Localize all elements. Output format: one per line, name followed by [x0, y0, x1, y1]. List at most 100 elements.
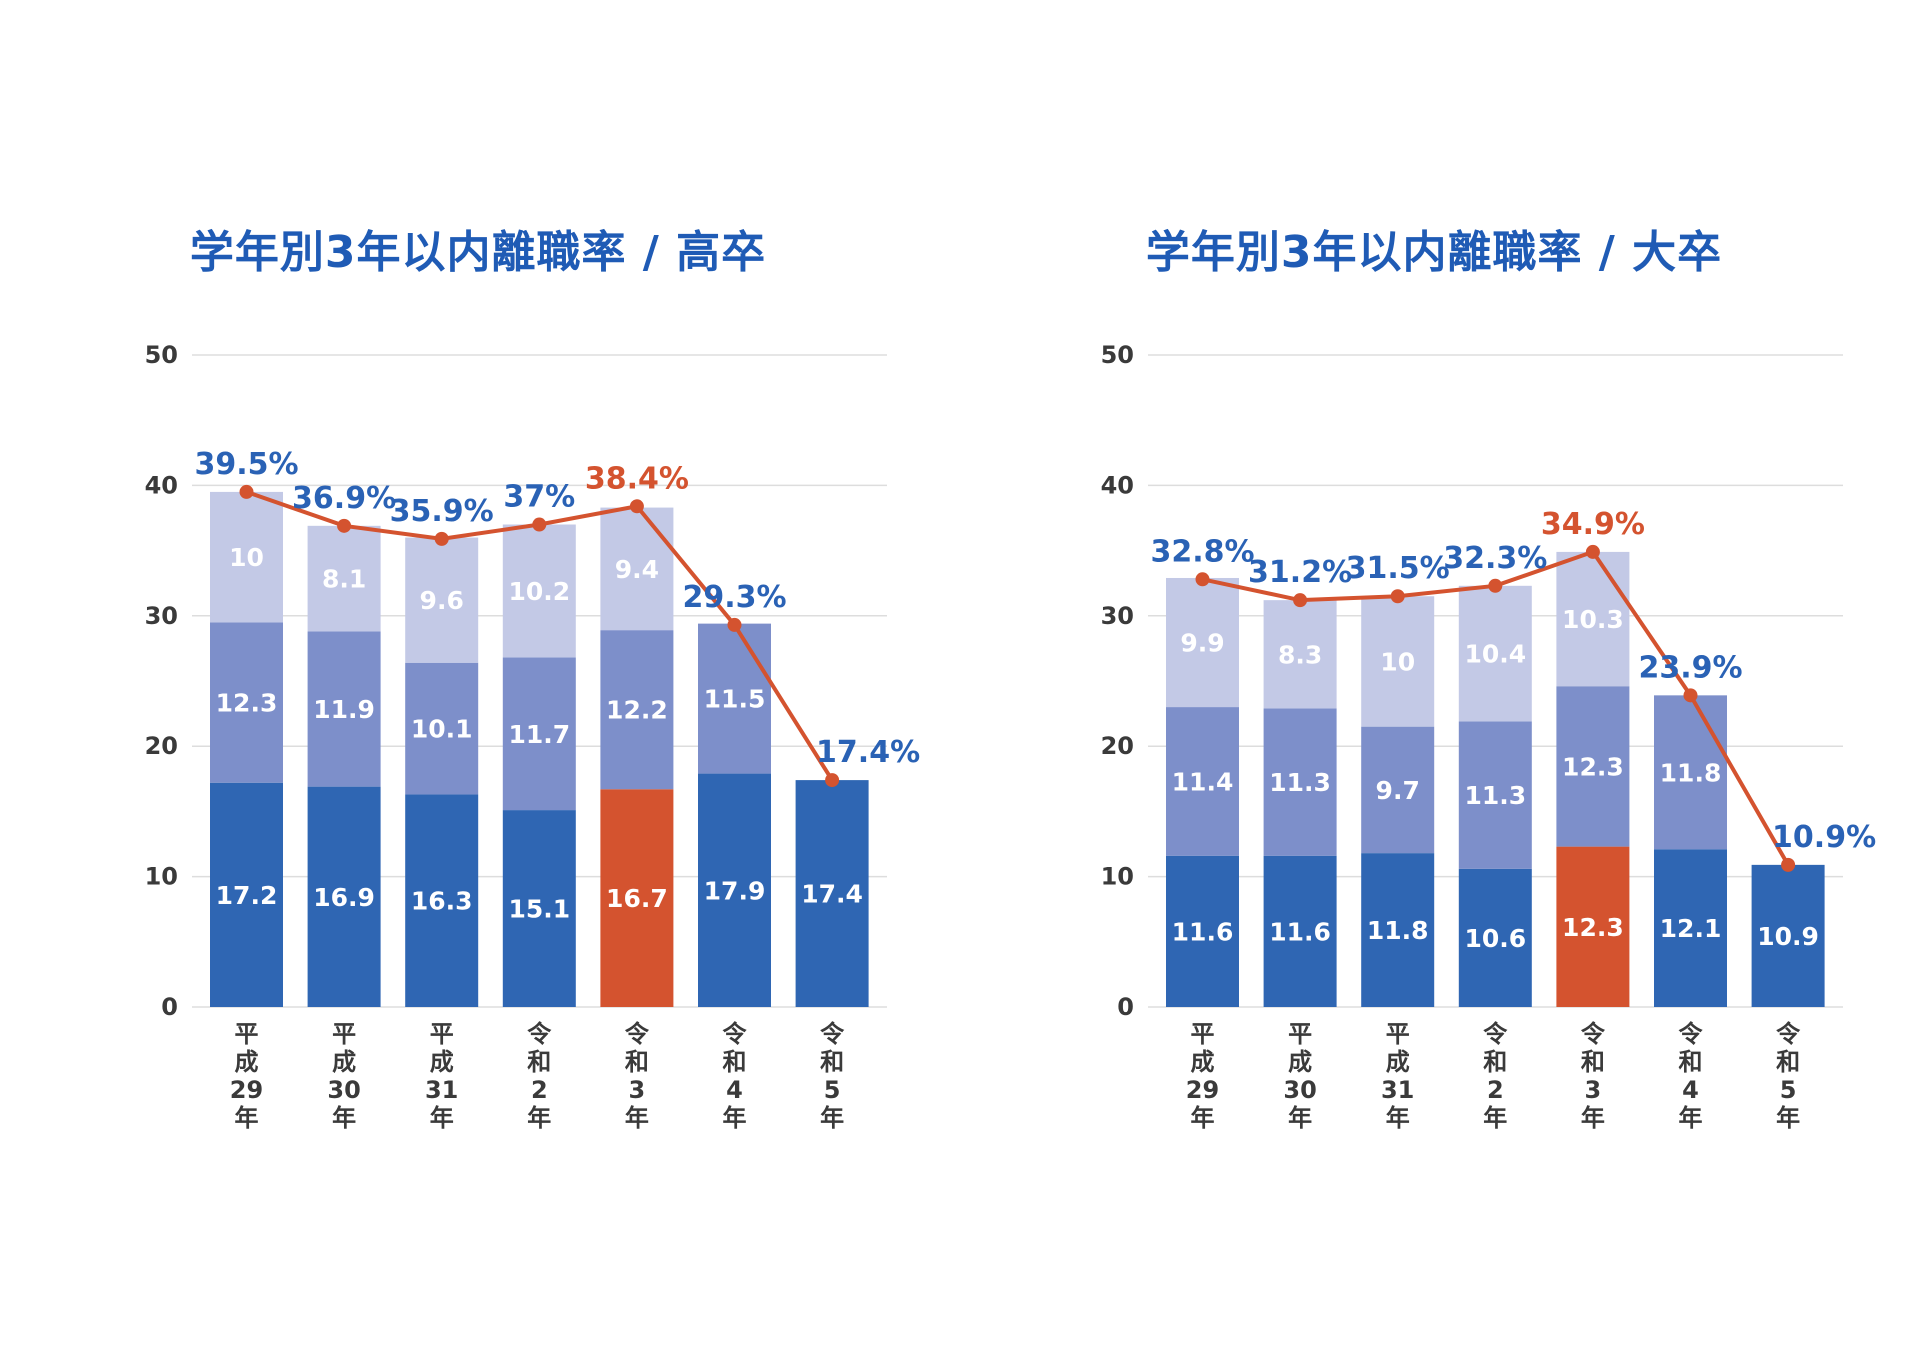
bar-segment	[210, 491, 283, 623]
bar-segment	[502, 657, 576, 811]
segment-value-label: 12.1	[1660, 914, 1722, 943]
bar-segment	[405, 662, 479, 795]
y-tick-label: 0	[1117, 993, 1134, 1021]
y-tick-label: 10	[1101, 863, 1134, 891]
total-rate-label: 23.9%	[1638, 650, 1742, 685]
bar-segment	[600, 507, 674, 631]
segment-value-label: 10.6	[1464, 924, 1526, 953]
x-category-label: 令	[625, 1020, 650, 1048]
x-category-label: 4	[726, 1076, 743, 1104]
segment-value-label: 11.4	[1172, 767, 1234, 796]
segment-value-label: 11.9	[313, 695, 375, 724]
bar-segment	[210, 782, 283, 1007]
trend-point	[532, 517, 547, 532]
x-category-label: 30	[1283, 1076, 1316, 1104]
y-tick-label: 20	[145, 732, 178, 760]
y-tick-label: 40	[145, 471, 178, 499]
x-category-label: 令	[1776, 1020, 1801, 1048]
chart-university: 学年別3年以内離職率 / 大卒 0 10 20 30 40 50 11.6 11.4 9.9 平成…	[956, 0, 1912, 1350]
segment-value-label: 11.3	[1464, 781, 1526, 810]
segment-value-label: 10.4	[1464, 640, 1526, 669]
x-category-label: 5	[1780, 1076, 1797, 1104]
x-category-label: 令	[820, 1020, 845, 1048]
x-category-label: 年	[332, 1104, 356, 1132]
segment-value-label: 8.1	[322, 565, 366, 594]
bar-segment	[307, 631, 381, 787]
bar-segment	[502, 810, 576, 1007]
chart-title: 学年別3年以内離職率 / 大卒	[1145, 227, 1723, 278]
segment-value-label: 9.6	[420, 586, 464, 615]
total-rate-label: 17.4%	[816, 735, 920, 770]
x-category-label: 平	[235, 1020, 259, 1048]
trend-point	[1585, 544, 1600, 559]
x-category-label: 令	[1581, 1020, 1606, 1048]
segment-value-label: 12.2	[606, 696, 668, 725]
segment-value-label: 15.1	[508, 895, 570, 924]
bar-segment	[1556, 686, 1630, 847]
bar-segment	[210, 622, 283, 783]
total-rate-label: 37%	[503, 480, 575, 515]
x-category-label: 平	[430, 1020, 454, 1048]
segment-value-label: 12.3	[216, 689, 278, 718]
x-category-label: 令	[1679, 1020, 1704, 1048]
trend-point	[1195, 572, 1210, 587]
x-category-label: 成	[332, 1048, 356, 1076]
total-rate-label: 32.8%	[1150, 534, 1254, 569]
bar-segment	[1361, 726, 1435, 854]
segment-value-label: 11.6	[1269, 917, 1331, 946]
x-category-label: 3	[1585, 1076, 1602, 1104]
chart-high-school: 学年別3年以内離職率 / 高卒 0 10 20 30 40 50 17.2 12.3 10 平成 2…	[0, 0, 956, 1350]
bar-segment	[405, 537, 479, 663]
total-rate-label: 38.4%	[585, 461, 689, 496]
y-tick-label: 50	[1101, 341, 1134, 369]
x-category-label: 30	[327, 1076, 360, 1104]
y-tick-label: 20	[1101, 732, 1134, 760]
trend-point	[629, 499, 644, 514]
segment-value-label: 10.1	[411, 715, 473, 744]
bar-segment	[1166, 577, 1239, 708]
trend-point	[727, 617, 742, 632]
bar-segment	[1458, 868, 1532, 1007]
segment-value-label: 10	[1380, 647, 1415, 676]
total-rate-label: 35.9%	[390, 494, 494, 529]
x-category-label: 令	[723, 1020, 748, 1048]
x-category-label: 年	[1191, 1104, 1215, 1132]
segment-value-label: 11.6	[1172, 917, 1234, 946]
x-category-label: 2	[1487, 1076, 1504, 1104]
bar-segment	[307, 786, 381, 1007]
x-category-label: 平	[332, 1020, 356, 1048]
bar-segment	[698, 623, 771, 774]
bar-segment	[600, 789, 674, 1007]
total-rate-label: 39.5%	[194, 447, 298, 482]
bar-segment	[307, 525, 381, 632]
x-category-label: 年	[1581, 1104, 1605, 1132]
bar-segment	[698, 773, 771, 1007]
x-category-label: 年	[1386, 1104, 1410, 1132]
segment-value-label: 16.9	[313, 883, 375, 912]
trend-point	[1488, 578, 1503, 593]
trend-point	[239, 484, 254, 499]
bar-segment	[1361, 853, 1435, 1007]
x-category-label: 成	[235, 1048, 259, 1076]
x-category-label: 29	[1186, 1076, 1219, 1104]
x-category-label: 5	[824, 1076, 841, 1104]
total-rate-label: 34.9%	[1541, 507, 1645, 542]
y-tick-label: 10	[145, 863, 178, 891]
x-category-label: 年	[430, 1104, 454, 1132]
x-category-label: 年	[235, 1104, 259, 1132]
x-category-label: 和	[527, 1048, 551, 1076]
x-category-label: 年	[527, 1104, 551, 1132]
segment-value-label: 17.9	[704, 876, 766, 905]
y-tick-label: 40	[1101, 471, 1134, 499]
segment-value-label: 16.7	[606, 884, 668, 913]
bar-segment	[600, 630, 674, 790]
bar-segment	[1556, 846, 1630, 1007]
bar-segment	[1458, 721, 1532, 869]
bar-segment	[1654, 849, 1727, 1007]
x-category-label: 和	[1776, 1048, 1800, 1076]
trend-point	[1293, 593, 1308, 608]
chart-plot-high-school: 0102030405017.212.310平成29年16.911.98.1平成3…	[145, 341, 921, 1132]
x-category-label: 年	[1776, 1104, 1800, 1132]
segment-value-label: 17.4	[801, 880, 863, 909]
segment-value-label: 9.4	[615, 555, 659, 584]
